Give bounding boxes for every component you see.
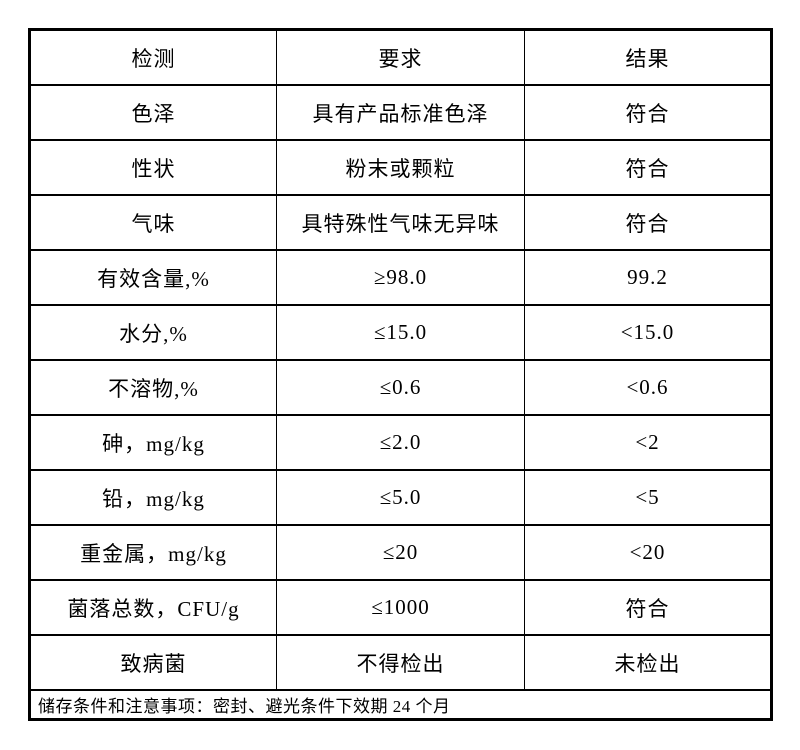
cell-requirement: 具特殊性气味无异味 (276, 194, 525, 251)
cell-test: 砷，mg/kg (29, 414, 277, 471)
cell-requirement: 不得检出 (276, 634, 525, 691)
table-row: 气味 具特殊性气味无异味 符合 (29, 194, 772, 251)
cell-result: 未检出 (524, 634, 772, 691)
cell-requirement: 粉末或颗粒 (276, 139, 525, 196)
column-header-test: 检测 (29, 28, 277, 86)
cell-test: 重金属，mg/kg (29, 524, 277, 581)
cell-result: <5 (524, 469, 772, 526)
cell-result: 符合 (524, 579, 772, 636)
column-header-result: 结果 (524, 28, 772, 86)
cell-result: <2 (524, 414, 772, 471)
cell-test: 水分,% (29, 304, 277, 361)
cell-result: 符合 (524, 139, 772, 196)
cell-test: 有效含量,% (29, 249, 277, 306)
table-row: 有效含量,% ≥98.0 99.2 (29, 249, 772, 306)
header-row: 检测 要求 结果 (29, 28, 772, 86)
cell-test: 致病菌 (29, 634, 277, 691)
table-row: 重金属，mg/kg ≤20 <20 (29, 524, 772, 581)
table-row: 不溶物,% ≤0.6 <0.6 (29, 359, 772, 416)
cell-requirement: ≤15.0 (276, 304, 525, 361)
table-row: 性状 粉末或颗粒 符合 (29, 139, 772, 196)
cell-result: <20 (524, 524, 772, 581)
cell-result: 符合 (524, 84, 772, 141)
cell-result: <15.0 (524, 304, 772, 361)
cell-requirement: ≤2.0 (276, 414, 525, 471)
cell-test: 菌落总数，CFU/g (29, 579, 277, 636)
cell-test: 铅，mg/kg (29, 469, 277, 526)
inspection-table: 检测 要求 结果 色泽 具有产品标准色泽 符合 性状 粉末或颗粒 符合 气味 具特殊性气味无异… (28, 28, 773, 721)
footer-row: 储存条件和注意事项：密封、避光条件下效期 24 个月 (29, 689, 772, 721)
cell-requirement: ≤1000 (276, 579, 525, 636)
cell-requirement: ≥98.0 (276, 249, 525, 306)
column-header-requirement: 要求 (276, 28, 525, 86)
cell-result: 符合 (524, 194, 772, 251)
table-row: 致病菌 不得检出 未检出 (29, 634, 772, 691)
storage-note: 储存条件和注意事项：密封、避光条件下效期 24 个月 (29, 689, 772, 721)
table-row: 铅，mg/kg ≤5.0 <5 (29, 469, 772, 526)
cell-result: <0.6 (524, 359, 772, 416)
table-row: 菌落总数，CFU/g ≤1000 符合 (29, 579, 772, 636)
cell-test: 色泽 (29, 84, 277, 141)
cell-test: 气味 (29, 194, 277, 251)
cell-result: 99.2 (524, 249, 772, 306)
cell-requirement: ≤0.6 (276, 359, 525, 416)
table-body: 色泽 具有产品标准色泽 符合 性状 粉末或颗粒 符合 气味 具特殊性气味无异味 符合 有效含量,%… (29, 84, 772, 691)
table-row: 砷，mg/kg ≤2.0 <2 (29, 414, 772, 471)
cell-requirement: ≤5.0 (276, 469, 525, 526)
cell-test: 性状 (29, 139, 277, 196)
table-row: 水分,% ≤15.0 <15.0 (29, 304, 772, 361)
cell-requirement: 具有产品标准色泽 (276, 84, 525, 141)
table-row: 色泽 具有产品标准色泽 符合 (29, 84, 772, 141)
cell-requirement: ≤20 (276, 524, 525, 581)
cell-test: 不溶物,% (29, 359, 277, 416)
